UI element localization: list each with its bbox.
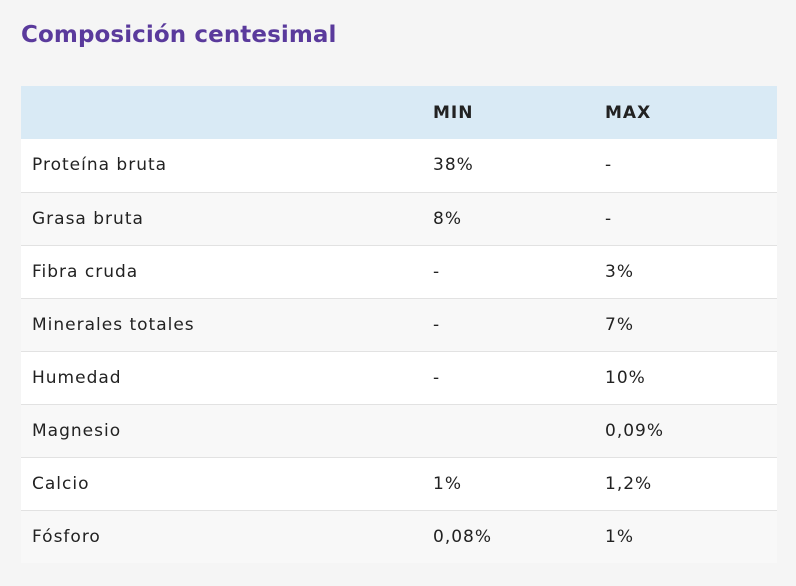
table-row: Calcio 1% 1,2% <box>21 457 777 511</box>
row-name: Grasa bruta <box>21 192 433 246</box>
row-max: - <box>605 192 777 246</box>
row-min: 0,08% <box>433 526 493 547</box>
table-row: Proteína bruta 38% - <box>21 139 777 193</box>
table-row: Humedad - 10% <box>21 351 777 405</box>
row-name: Magnesio <box>21 404 433 458</box>
row-max: 10% <box>605 351 777 405</box>
table-row: Magnesio 0,09% <box>21 404 777 458</box>
table-row: Grasa bruta 8% - <box>21 192 777 246</box>
table-row: Minerales totales - 7% <box>21 298 777 352</box>
table-row: Fósforo 0,08% 1% <box>21 510 777 563</box>
row-max: 3% <box>605 245 777 299</box>
row-min: 1% <box>433 457 605 511</box>
row-min: - <box>433 351 605 405</box>
row-min: 38% <box>433 139 605 193</box>
row-name: Humedad <box>21 351 433 405</box>
row-max: 7% <box>605 298 777 352</box>
row-min: - <box>433 245 605 299</box>
section-title: Composición centesimal <box>21 22 337 48</box>
table-header-row: MIN MAX <box>21 86 777 139</box>
row-min: - <box>433 298 605 352</box>
row-name: Fósforo <box>32 526 101 547</box>
row-max: - <box>605 139 777 193</box>
table-row: Fibra cruda - 3% <box>21 245 777 299</box>
composition-table: MIN MAX Proteína bruta 38% - Grasa bruta… <box>21 86 777 563</box>
row-max: 1% <box>605 526 634 547</box>
header-name <box>21 86 433 139</box>
row-min: 8% <box>433 192 605 246</box>
row-max: 1,2% <box>605 457 777 511</box>
row-name: Minerales totales <box>21 298 433 352</box>
row-name: Fibra cruda <box>21 245 433 299</box>
row-min <box>433 404 605 458</box>
header-max: MAX <box>605 102 652 123</box>
row-max: 0,09% <box>605 404 777 458</box>
row-name: Proteína bruta <box>21 139 433 193</box>
row-name: Calcio <box>21 457 433 511</box>
header-min: MIN <box>433 102 474 123</box>
